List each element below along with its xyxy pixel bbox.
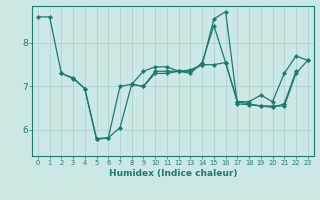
X-axis label: Humidex (Indice chaleur): Humidex (Indice chaleur) (108, 169, 237, 178)
